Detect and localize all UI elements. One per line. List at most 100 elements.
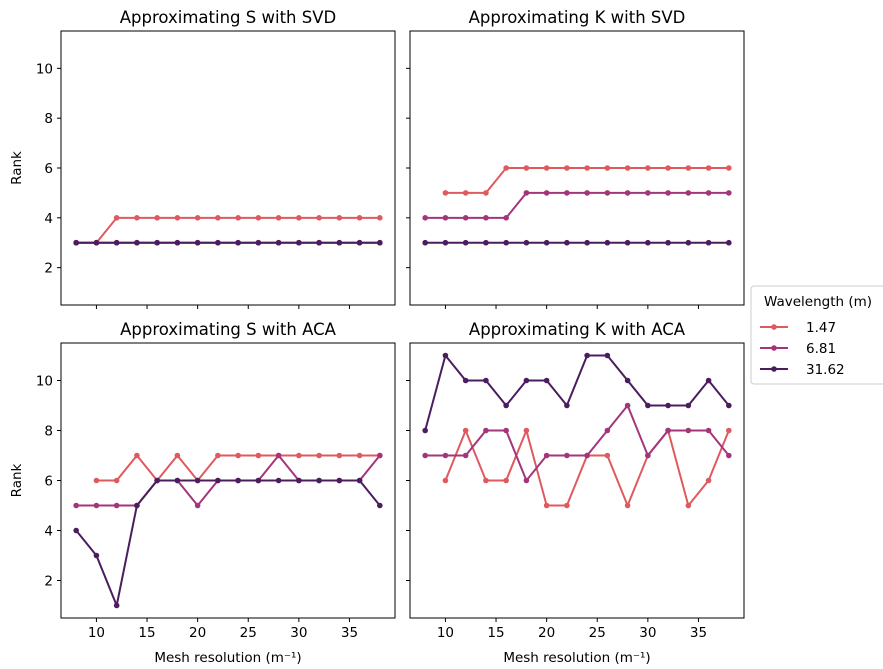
data-point xyxy=(134,452,140,459)
x-tick-label: 25 xyxy=(589,625,606,641)
legend-label: 31.62 xyxy=(806,362,845,378)
data-point xyxy=(726,190,732,196)
data-point xyxy=(336,215,343,221)
data-point xyxy=(645,165,651,171)
data-point xyxy=(503,215,509,221)
data-point xyxy=(93,477,100,484)
data-point xyxy=(442,239,449,246)
data-point xyxy=(194,477,201,484)
data-point xyxy=(483,215,489,221)
data-point xyxy=(483,427,489,434)
series-line-31.62 xyxy=(424,354,730,431)
legend-swatch-marker xyxy=(771,345,777,351)
data-point xyxy=(215,452,221,459)
data-point xyxy=(685,427,692,434)
legend-entry-31.62: 31.62 xyxy=(760,362,845,378)
y-tick-label: 4 xyxy=(44,524,53,540)
data-point xyxy=(624,377,631,384)
data-point xyxy=(564,452,570,459)
data-point xyxy=(215,239,221,246)
data-point xyxy=(705,477,712,484)
data-point xyxy=(442,477,449,484)
y-axis-label: Rank xyxy=(9,463,25,497)
data-point xyxy=(336,477,343,484)
data-point xyxy=(564,402,570,409)
x-tick-label: 30 xyxy=(639,625,656,641)
data-point xyxy=(503,427,509,434)
data-point xyxy=(134,502,140,509)
data-point xyxy=(624,502,631,509)
data-point xyxy=(604,190,611,196)
plot-frame xyxy=(60,30,396,306)
x-tick-label: 10 xyxy=(88,625,105,641)
data-point xyxy=(113,502,120,509)
data-point xyxy=(377,502,383,509)
data-point xyxy=(462,452,469,459)
y-tick-label: 10 xyxy=(36,61,53,77)
data-point xyxy=(194,502,201,509)
data-point xyxy=(296,477,302,484)
data-point xyxy=(665,190,671,196)
data-point xyxy=(174,452,181,459)
data-point xyxy=(255,452,262,459)
data-point xyxy=(174,215,181,221)
data-point xyxy=(377,239,383,246)
data-point xyxy=(543,190,550,196)
data-point xyxy=(604,352,611,359)
data-point xyxy=(705,239,712,246)
legend-label: 6.81 xyxy=(806,341,836,357)
data-point xyxy=(255,477,262,484)
x-axis-label: Mesh resolution (m⁻¹) xyxy=(154,650,301,666)
x-tick-label: 15 xyxy=(138,625,155,641)
y-tick-label: 8 xyxy=(44,111,53,127)
data-point xyxy=(356,477,363,484)
data-point xyxy=(705,377,712,384)
series-line-1.47 xyxy=(96,454,380,482)
data-point xyxy=(705,165,712,171)
data-point xyxy=(134,215,140,221)
data-point xyxy=(584,190,590,196)
series-line-6.81 xyxy=(425,191,729,219)
data-point xyxy=(275,239,282,246)
data-point xyxy=(296,215,302,221)
y-tick-label: 6 xyxy=(44,474,53,490)
data-point xyxy=(93,552,100,559)
data-point xyxy=(503,402,509,409)
data-point xyxy=(462,377,469,384)
data-point xyxy=(523,377,530,384)
data-point xyxy=(523,190,530,196)
y-tick-label: 2 xyxy=(44,261,53,277)
y-tick-label: 10 xyxy=(36,374,53,390)
data-point xyxy=(503,165,509,171)
data-point xyxy=(685,239,692,246)
data-point xyxy=(483,190,489,196)
data-point xyxy=(705,190,712,196)
y-tick-label: 6 xyxy=(44,161,53,177)
data-point xyxy=(194,215,201,221)
x-tick-label: 15 xyxy=(487,625,504,641)
data-point xyxy=(645,452,651,459)
data-point xyxy=(564,165,570,171)
data-point xyxy=(356,452,363,459)
panel-3: Approximating S with ACA 10 15 20 25 30 35 2 4 6 8… xyxy=(9,320,396,666)
data-point xyxy=(356,215,363,221)
data-point xyxy=(235,477,241,484)
data-point xyxy=(685,190,692,196)
panel-title: Approximating K with ACA xyxy=(469,320,686,339)
data-point xyxy=(665,239,671,246)
legend-box xyxy=(750,285,883,385)
data-point xyxy=(726,239,732,246)
data-point xyxy=(113,215,120,221)
data-point xyxy=(422,215,428,221)
legend-entries: 1.47 6.81 31.62 xyxy=(760,320,845,378)
data-point xyxy=(113,239,120,246)
data-point xyxy=(564,502,570,509)
data-point xyxy=(275,452,282,459)
legend-swatch-marker xyxy=(771,324,777,330)
data-point xyxy=(705,427,712,434)
panels-group: Approximating S with SVD246810RankApprox… xyxy=(9,8,745,666)
data-point xyxy=(564,239,570,246)
data-point xyxy=(584,452,590,459)
data-point xyxy=(503,239,509,246)
data-point xyxy=(604,427,611,434)
